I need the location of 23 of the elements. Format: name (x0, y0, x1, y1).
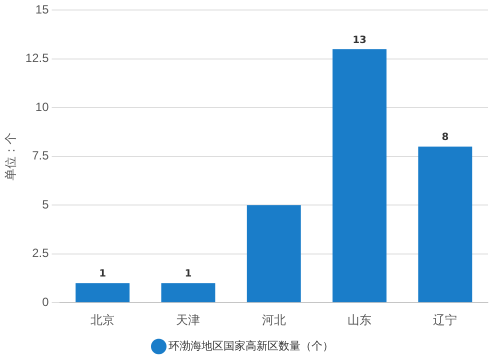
data-label: 1 (99, 268, 106, 280)
y-tick-label: 7.5 (32, 148, 50, 163)
x-tick-label: 天津 (176, 313, 200, 328)
y-tick-label: 0 (42, 294, 50, 309)
x-tick-label: 河北 (262, 313, 286, 328)
y-tick-label: 12.5 (25, 51, 50, 66)
y-tick-label: 5 (42, 197, 50, 212)
bar (161, 283, 216, 302)
legend-label: 环渤海地区国家高新区数量（个） (168, 340, 334, 353)
y-axis-title: 单位：个 (4, 132, 18, 180)
x-tick-label: 山东 (348, 313, 372, 328)
data-label: 8 (442, 132, 449, 144)
data-label: 1 (184, 268, 192, 280)
x-tick-label: 辽宁 (433, 313, 458, 328)
bar (76, 283, 130, 302)
y-tick-label: 2.5 (32, 246, 50, 260)
bar (418, 146, 472, 302)
y-tick-label: 15 (35, 2, 50, 17)
bar (332, 49, 387, 302)
y-tick-label: 10 (35, 100, 50, 114)
data-label: 13 (352, 34, 367, 46)
bar (246, 205, 301, 302)
x-tick-label: 北京 (90, 313, 115, 328)
